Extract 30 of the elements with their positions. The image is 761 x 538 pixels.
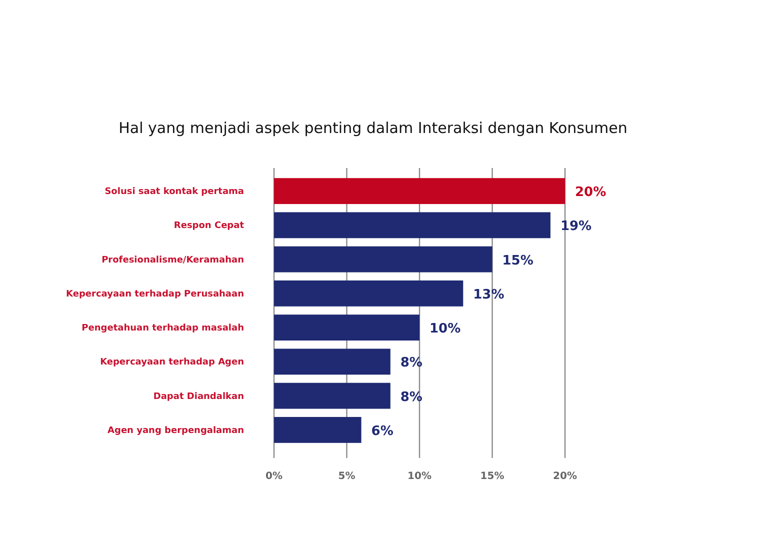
data-label: 19% <box>560 219 592 234</box>
chart-title: Hal yang menjadi aspek penting dalam Interaksi dengan Konsumen <box>118 119 628 137</box>
bar <box>274 280 464 306</box>
bar <box>274 348 390 375</box>
data-label: 8% <box>400 356 422 371</box>
x-tick-label: 5% <box>338 471 356 482</box>
data-label: 8% <box>400 390 422 405</box>
bar <box>274 178 565 204</box>
bar <box>274 212 550 238</box>
bar <box>274 382 390 409</box>
y-tick-label: Kepercayaan terhadap Perusahaan <box>66 289 244 300</box>
x-tick-label: 0% <box>266 471 282 482</box>
y-tick-label: Profesionalisme/Keramahan <box>102 255 244 266</box>
data-label: 20% <box>575 185 606 200</box>
y-tick-label: Dapat Diandalkan <box>153 392 244 402</box>
x-tick-label: 15% <box>480 471 504 482</box>
y-tick-label: Respon Cepat <box>174 221 245 232</box>
bar <box>274 416 362 443</box>
data-label: 10% <box>430 322 461 337</box>
x-tick-label: 10% <box>408 471 432 482</box>
bar <box>274 314 420 341</box>
data-label: 15% <box>502 253 534 268</box>
x-tick-label: 20% <box>553 471 577 482</box>
y-tick-label: Pengetahuan terhadap masalah <box>82 324 244 334</box>
bar <box>274 246 492 272</box>
y-tick-label: Solusi saat kontak pertama <box>104 187 244 198</box>
y-tick-label: Agen yang berpengalaman <box>108 426 244 436</box>
y-tick-label: Kepercayaan terhadap Agen <box>100 358 244 368</box>
data-label: 6% <box>371 424 394 439</box>
data-label: 13% <box>473 287 504 302</box>
